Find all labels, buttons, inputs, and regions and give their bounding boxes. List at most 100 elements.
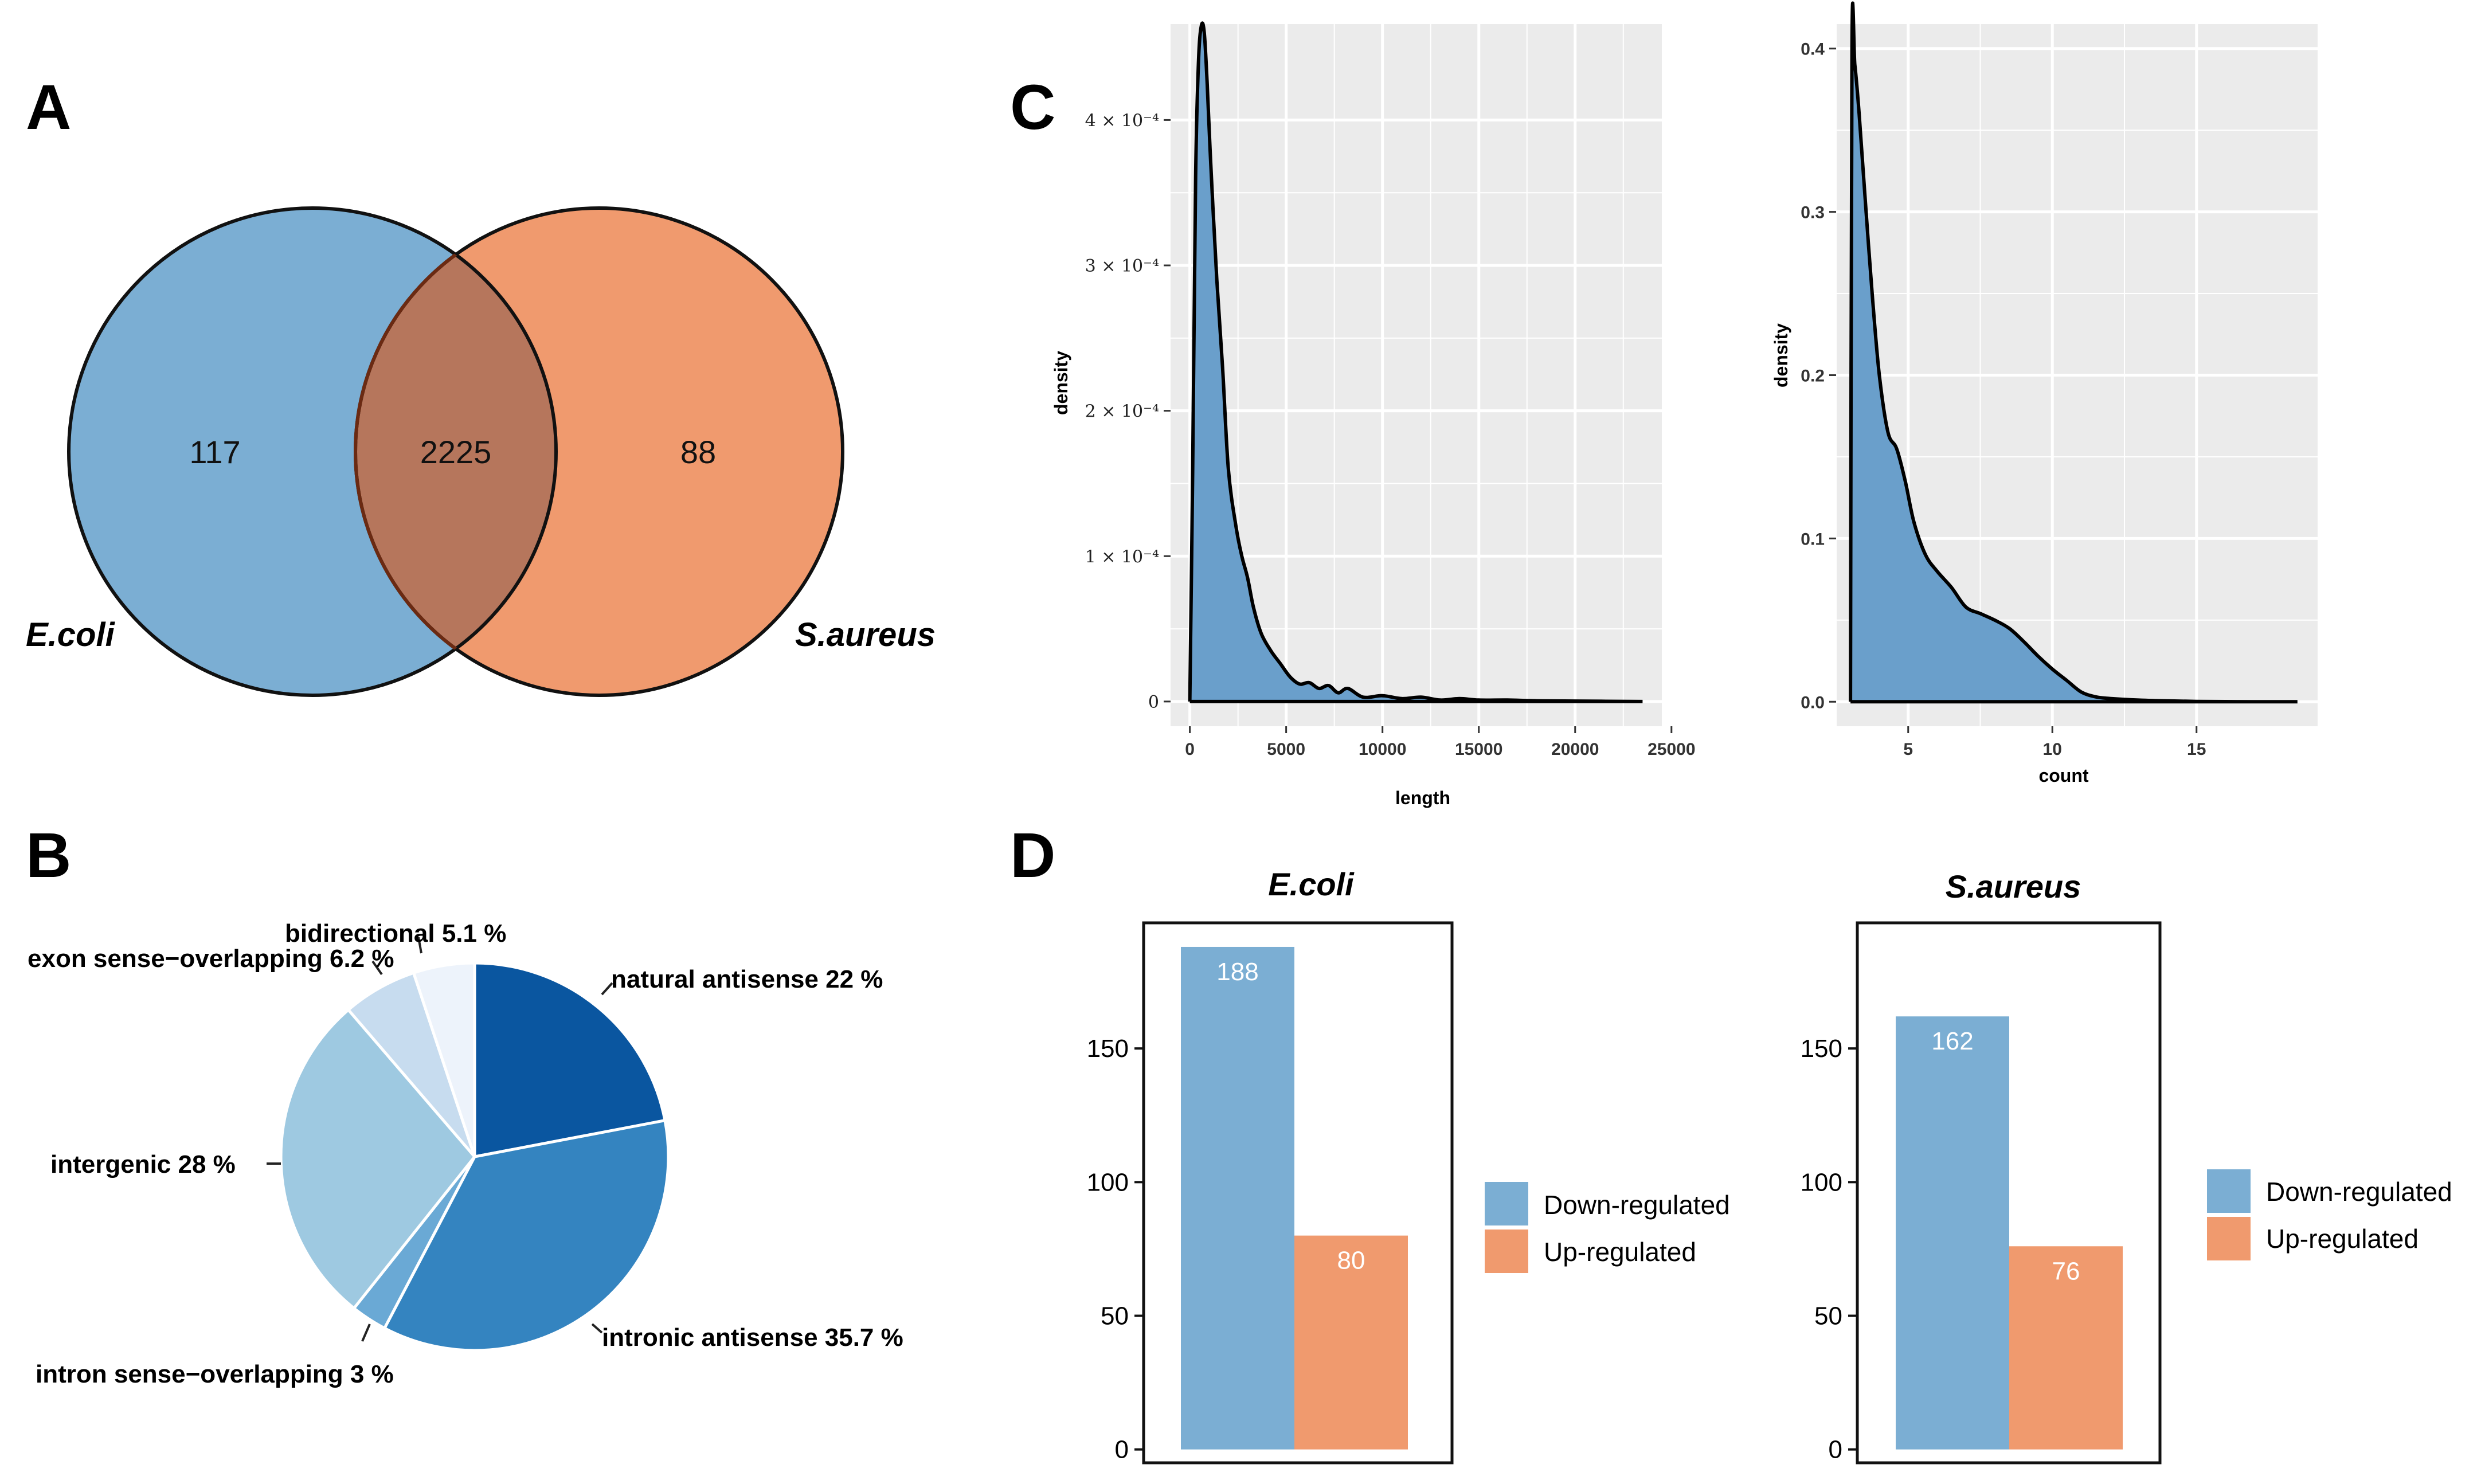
y-tick-label: 0.0 bbox=[1801, 693, 1825, 712]
density-plot-count: 5 10 15 0.0 0.1 0.2 0.3 0.4 count density bbox=[1771, 1, 2318, 786]
venn-label-saureus: S.aureus bbox=[795, 616, 936, 653]
legend: Down-regulated Up-regulated bbox=[1485, 1182, 1730, 1273]
venn-label-ecoli: E.coli bbox=[26, 616, 116, 653]
x-axis-ticks: 5 10 15 bbox=[1903, 726, 2206, 759]
pie-label-intron-sense: intron sense−overlapping 3 % bbox=[36, 1360, 394, 1388]
y-tick-label: 50 bbox=[1814, 1302, 1842, 1330]
y-axis-ticks: 0 50 100 150 bbox=[1087, 1035, 1144, 1464]
bar-value-label: 188 bbox=[1216, 958, 1258, 986]
panel-a: A 117 2225 88 E.coli S.aureus bbox=[26, 72, 936, 697]
bar-up-regulated bbox=[2009, 1246, 2123, 1450]
x-axis-title: count bbox=[2038, 765, 2088, 786]
y-axis-ticks: 0.0 0.1 0.2 0.3 0.4 bbox=[1801, 40, 1836, 712]
pie-slice bbox=[412, 961, 476, 1157]
venn-count-ecoli: 117 bbox=[189, 434, 240, 470]
y-tick-label: 0.4 bbox=[1801, 40, 1825, 59]
bar-chart-ecoli: E.coli 0 50 100 150 188 80 Down-regulated U… bbox=[1087, 866, 1730, 1465]
y-tick-label: 0.3 bbox=[1801, 203, 1825, 222]
bar-value-label: 80 bbox=[1337, 1247, 1365, 1275]
density-curve bbox=[1849, 1, 2298, 704]
y-axis-ticks: 0 1 × 10⁻⁴ 2 × 10⁻⁴ 3 × 10⁻⁴ 4 × 10⁻⁴ bbox=[1085, 111, 1171, 712]
panel-d: D E.coli 0 50 100 150 188 80 Down-regulated… bbox=[1010, 820, 2452, 1465]
pie-label-bidirectional: bidirectional 5.1 % bbox=[285, 919, 506, 947]
y-tick-label: 0 bbox=[1115, 1436, 1129, 1464]
pie-slice bbox=[473, 961, 667, 1159]
leader-intronic-antisense bbox=[591, 1323, 603, 1334]
bar-down-regulated bbox=[1181, 946, 1294, 1450]
pie-slice bbox=[382, 1118, 670, 1352]
y-tick-label: 0.1 bbox=[1801, 530, 1825, 549]
y-axis-title: density bbox=[1051, 351, 1071, 415]
venn-outline-ecoli bbox=[67, 206, 558, 697]
pie-label-intergenic: intergenic 28 % bbox=[50, 1150, 236, 1178]
leader-bidirectional bbox=[417, 937, 422, 954]
legend-swatch-up bbox=[2207, 1217, 2251, 1260]
legend-label-up: Up-regulated bbox=[2266, 1224, 2419, 1254]
y-tick-label: 150 bbox=[1087, 1035, 1129, 1063]
bar-value-label: 162 bbox=[1931, 1027, 1973, 1055]
venn-count-intersection: 2225 bbox=[420, 434, 492, 470]
x-axis-title: length bbox=[1395, 788, 1450, 808]
y-tick-label: 100 bbox=[1087, 1168, 1129, 1196]
pie-label-natural-antisense: natural antisense 22 % bbox=[611, 965, 883, 993]
x-tick-label: 5 bbox=[1903, 740, 1913, 759]
legend-label-up: Up-regulated bbox=[1544, 1237, 1696, 1267]
bar-chart-title: S.aureus bbox=[1946, 868, 2081, 905]
legend: Down-regulated Up-regulated bbox=[2207, 1169, 2452, 1260]
leader-intron-sense bbox=[361, 1324, 371, 1342]
leader-natural-antisense bbox=[601, 982, 613, 996]
venn-count-saureus: 88 bbox=[680, 434, 716, 470]
pie-slices bbox=[279, 961, 670, 1352]
x-tick-label: 10 bbox=[2043, 740, 2062, 759]
panel-letter-a: A bbox=[26, 72, 71, 143]
y-axis-title: density bbox=[1771, 323, 1791, 387]
x-tick-label: 20000 bbox=[1551, 740, 1599, 759]
x-axis-ticks: 0 5000 10000 15000 20000 25000 bbox=[1185, 726, 1696, 759]
y-tick-label: 0 bbox=[1829, 1436, 1842, 1464]
y-tick-label: 0.2 bbox=[1801, 367, 1825, 386]
bar-chart-title: E.coli bbox=[1268, 866, 1355, 902]
density-curve bbox=[1188, 21, 1643, 703]
density-area bbox=[1189, 23, 1643, 702]
pie-slice bbox=[346, 971, 476, 1158]
panel-letter-c: C bbox=[1010, 72, 1055, 143]
x-tick-label: 0 bbox=[1185, 740, 1195, 759]
x-tick-label: 25000 bbox=[1648, 740, 1695, 759]
y-tick-label: 50 bbox=[1101, 1302, 1129, 1330]
panel-letter-b: B bbox=[26, 820, 71, 891]
y-tick-label: 150 bbox=[1801, 1035, 1842, 1063]
y-axis-ticks: 0 50 100 150 bbox=[1801, 1035, 1857, 1464]
x-tick-label: 15000 bbox=[1455, 740, 1502, 759]
pie-leader-lines bbox=[267, 937, 613, 1342]
x-tick-label: 15 bbox=[2187, 740, 2206, 759]
venn-intersection bbox=[355, 208, 556, 695]
legend-swatch-down bbox=[1485, 1182, 1528, 1225]
y-tick-label: 2 × 10⁻⁴ bbox=[1085, 402, 1159, 422]
x-tick-label: 10000 bbox=[1359, 740, 1406, 759]
y-tick-label: 1 × 10⁻⁴ bbox=[1085, 547, 1159, 567]
panel-b: B natural antisense 22 % intronic antise… bbox=[26, 820, 903, 1388]
pie-label-intronic-antisense: intronic antisense 35.7 % bbox=[602, 1324, 903, 1352]
density-area bbox=[1850, 3, 2298, 702]
pie-label-exon-sense: exon sense−overlapping 6.2 % bbox=[28, 945, 394, 973]
y-tick-label: 0 bbox=[1148, 692, 1159, 712]
y-tick-label: 3 × 10⁻⁴ bbox=[1085, 256, 1159, 276]
density-plot-length: 0 5000 10000 15000 20000 25000 0 1 × 10⁻⁴ 2 × 1… bbox=[1051, 21, 1696, 808]
x-tick-label: 5000 bbox=[1267, 740, 1305, 759]
y-tick-label: 100 bbox=[1801, 1168, 1842, 1196]
panel-letter-d: D bbox=[1010, 820, 1055, 891]
leader-exon-sense bbox=[371, 960, 383, 976]
venn-intersection-edge bbox=[354, 208, 556, 695]
bar-down-regulated bbox=[1896, 1016, 2009, 1450]
legend-label-down: Down-regulated bbox=[2266, 1177, 2452, 1207]
legend-label-down: Down-regulated bbox=[1544, 1190, 1730, 1220]
legend-swatch-down bbox=[2207, 1169, 2251, 1213]
bar-up-regulated bbox=[1294, 1235, 1408, 1450]
bar-chart-saureus: S.aureus 0 50 100 150 162 76 Down-regulated… bbox=[1801, 868, 2452, 1465]
y-tick-label: 4 × 10⁻⁴ bbox=[1085, 111, 1159, 131]
bar-value-label: 76 bbox=[2052, 1257, 2080, 1285]
legend-swatch-up bbox=[1485, 1230, 1528, 1273]
panel-c: C 0 5000 10000 15000 20000 25000 0 1 × 10⁻⁴ 2 ×… bbox=[1010, 1, 2318, 808]
pie-slice bbox=[279, 1008, 477, 1310]
